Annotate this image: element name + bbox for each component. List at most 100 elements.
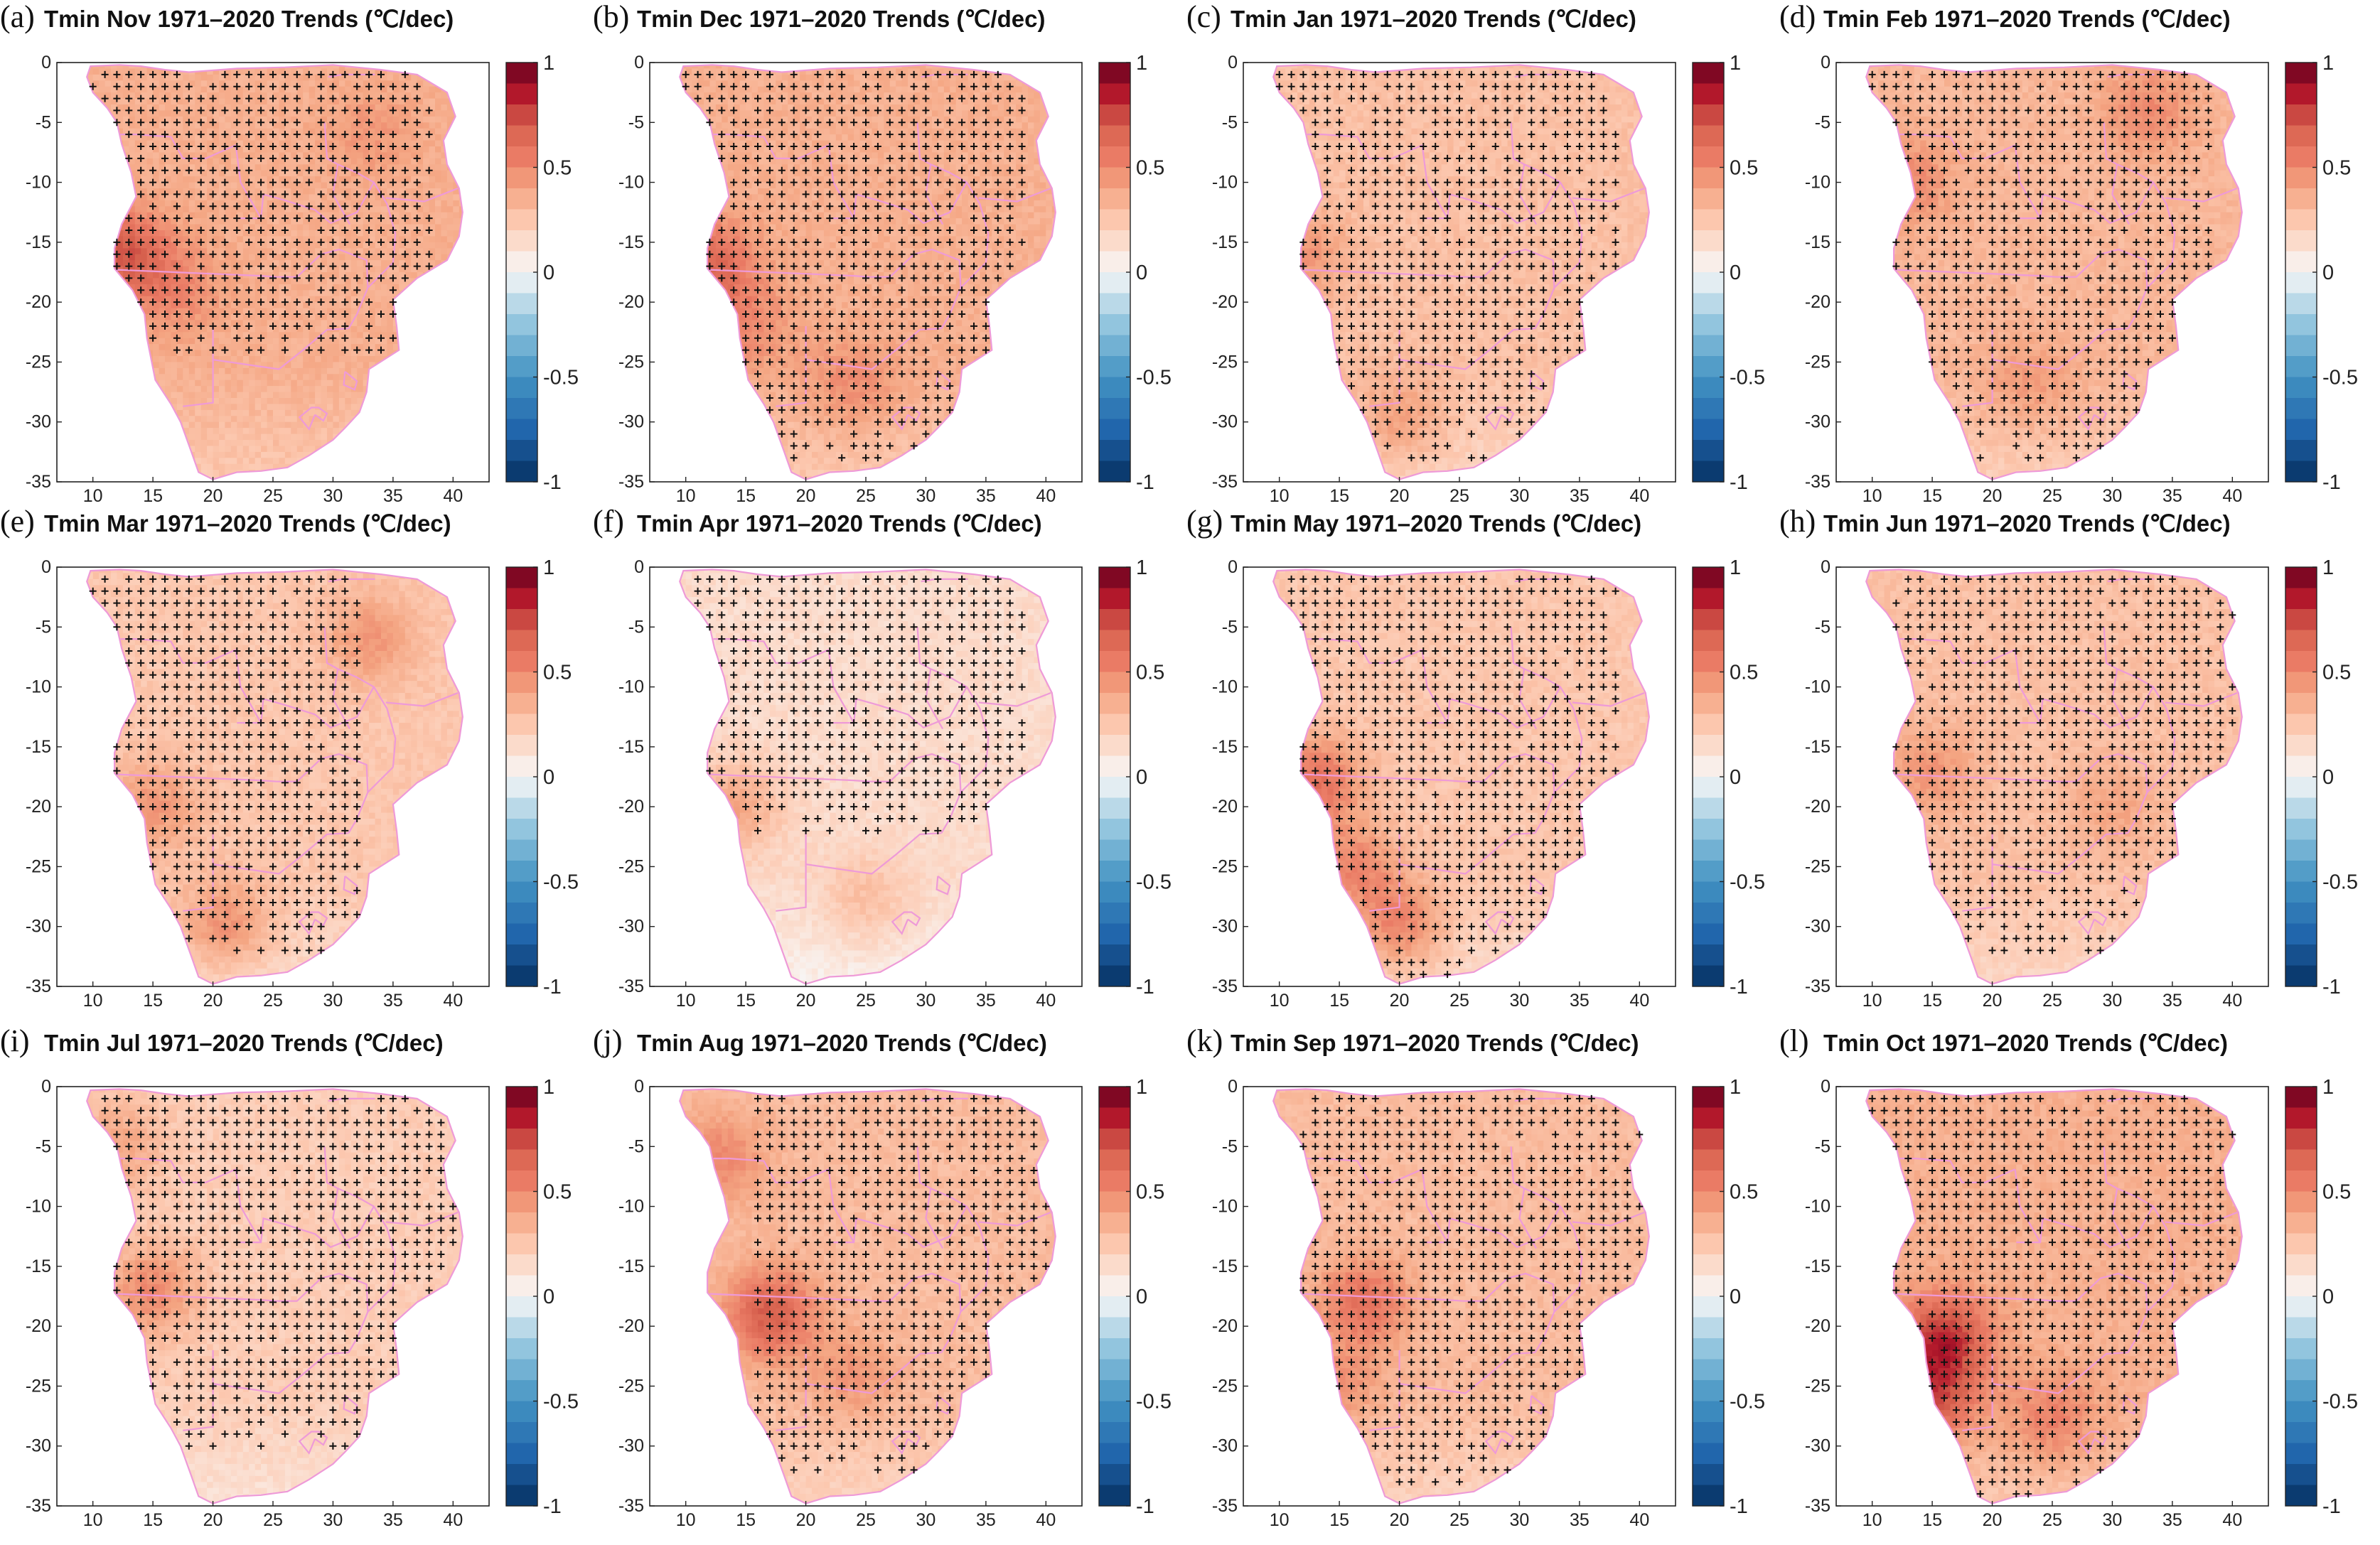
colorbar-segment [1099, 1422, 1130, 1443]
country-border [1484, 1431, 1515, 1455]
x-tick-label: 15 [143, 991, 163, 1011]
colorbar-segment [1099, 461, 1130, 483]
colorbar-segment [506, 83, 537, 105]
colorbar-tick-label: 0 [543, 262, 554, 284]
y-tick-label: -20 [26, 1316, 51, 1336]
x-tick-label: 30 [2103, 486, 2123, 506]
country-border [323, 122, 397, 263]
colorbar-segment [2285, 1296, 2317, 1318]
country-border [891, 1431, 921, 1455]
country-border [2111, 164, 2130, 225]
colorbar-segment [506, 63, 537, 84]
country-border [2103, 1146, 2176, 1287]
colorbar-segment [2285, 1170, 2317, 1192]
significance-plus-marks [1892, 575, 2236, 954]
colorbar-segment [1099, 83, 1130, 105]
x-tick-label: 25 [1449, 991, 1469, 1011]
x-tick-label: 25 [263, 1510, 283, 1530]
x-tick-label: 25 [2042, 1510, 2062, 1530]
country-border [1303, 773, 1464, 782]
colorbar-tick-label: 0 [2322, 766, 2334, 789]
colorbar-segment [2285, 209, 2317, 231]
colorbar-segment [2285, 440, 2317, 461]
y-tick-label: -15 [1212, 737, 1238, 757]
colorbar-segment [2285, 1233, 2317, 1255]
x-tick-label: 20 [1390, 1510, 1410, 1530]
significance-markers [1892, 575, 2236, 954]
y-tick-label: -10 [618, 677, 644, 697]
x-tick-label: 30 [1510, 1510, 1530, 1530]
significance-plus-marks [1868, 70, 2212, 462]
colorbar-segment [506, 797, 537, 819]
y-tick-label: -5 [1815, 112, 1830, 132]
x-tick-label: 40 [443, 1510, 463, 1530]
x-tick-label: 20 [796, 1510, 816, 1530]
country-border [1369, 325, 1400, 407]
x-tick-label: 20 [1983, 1510, 2003, 1530]
colorbar-segment [1693, 356, 1724, 377]
coastline [1865, 1088, 2243, 1504]
country-border [1421, 1169, 1449, 1243]
significance-markers [1868, 1094, 2236, 1498]
country-border [827, 1169, 855, 1243]
colorbar-segment [2285, 1254, 2317, 1276]
country-border [332, 1188, 351, 1249]
colorbar-segment [1099, 1359, 1130, 1381]
colorbar-segment [506, 167, 537, 189]
colorbar: 1 0.5 0 -0.5 -1 [1098, 52, 1172, 494]
colorbar-segment [506, 377, 537, 399]
colorbar-segment [1693, 377, 1724, 399]
y-tick-label: -20 [1212, 292, 1238, 312]
coastline [1272, 1088, 1650, 1504]
country-border [978, 187, 1051, 203]
y-tick-label: -25 [1212, 352, 1238, 372]
colorbar-segment [1099, 146, 1130, 168]
y-tick-label: -35 [1212, 472, 1238, 492]
y-tick-label: -35 [26, 472, 51, 492]
trend-field [1866, 65, 2242, 480]
colorbar-tick-label: -0.5 [1136, 871, 1172, 894]
colorbar-segment [1099, 1107, 1130, 1129]
y-tick-label: -10 [1212, 1197, 1238, 1217]
colorbar-segment [2285, 1422, 2317, 1443]
country-border [1399, 328, 1535, 370]
colorbar: 1 0.5 0 -0.5 -1 [505, 52, 579, 494]
colorbar-segment [2285, 777, 2317, 798]
country-border [298, 407, 328, 431]
panel-jan: (c) Tmin Jan 1971–2020 Trends (℃/dec) 10 15… [1186, 0, 1776, 507]
country-border [2165, 187, 2238, 203]
y-tick-label: -5 [1815, 617, 1830, 637]
colorbar-segment [1693, 588, 1724, 610]
country-border [709, 773, 870, 782]
colorbar-tick-label: 1 [543, 52, 554, 75]
y-tick-label: -20 [1212, 1316, 1238, 1336]
panel-title: Tmin Jun 1971–2020 Trends (℃/dec) [1823, 512, 2231, 535]
y-tick-label: 0 [634, 557, 644, 577]
colorbar-segment [506, 609, 537, 630]
y-tick-label: -25 [1212, 856, 1238, 876]
country-border [1529, 876, 1545, 895]
map-svg: 10 15 20 25 30 35 40 0 -5 -10 -15 -20 -25 -30 -35 1 0.5 0… [1805, 52, 2358, 506]
y-tick-label: -30 [1805, 1436, 1830, 1456]
significance-plus-marks [754, 1094, 1050, 1474]
colorbar-tick-label: -0.5 [2322, 1391, 2358, 1414]
colorbar-segment [1693, 251, 1724, 273]
country-border [936, 876, 951, 895]
colorbar-segment [1099, 630, 1130, 652]
colorbar-segment [506, 1401, 537, 1423]
colorbar-tick-label: 1 [2322, 52, 2334, 75]
colorbar-segment [506, 356, 537, 377]
country-border [1992, 328, 2128, 370]
country-border [2056, 248, 2148, 329]
y-tick-label: -25 [26, 856, 51, 876]
x-tick-label: 40 [1629, 486, 1649, 506]
colorbar-tick-label: 0.5 [2322, 157, 2351, 180]
y-tick-label: -10 [1212, 677, 1238, 697]
y-tick-label: 0 [1821, 1077, 1830, 1097]
colorbar-tick-label: -1 [543, 1495, 562, 1518]
colorbar-segment [506, 881, 537, 903]
significance-plus-marks [89, 70, 433, 354]
colorbar-segment [1099, 1443, 1130, 1465]
colorbar-segment [506, 672, 537, 694]
colorbar-segment [2285, 672, 2317, 694]
